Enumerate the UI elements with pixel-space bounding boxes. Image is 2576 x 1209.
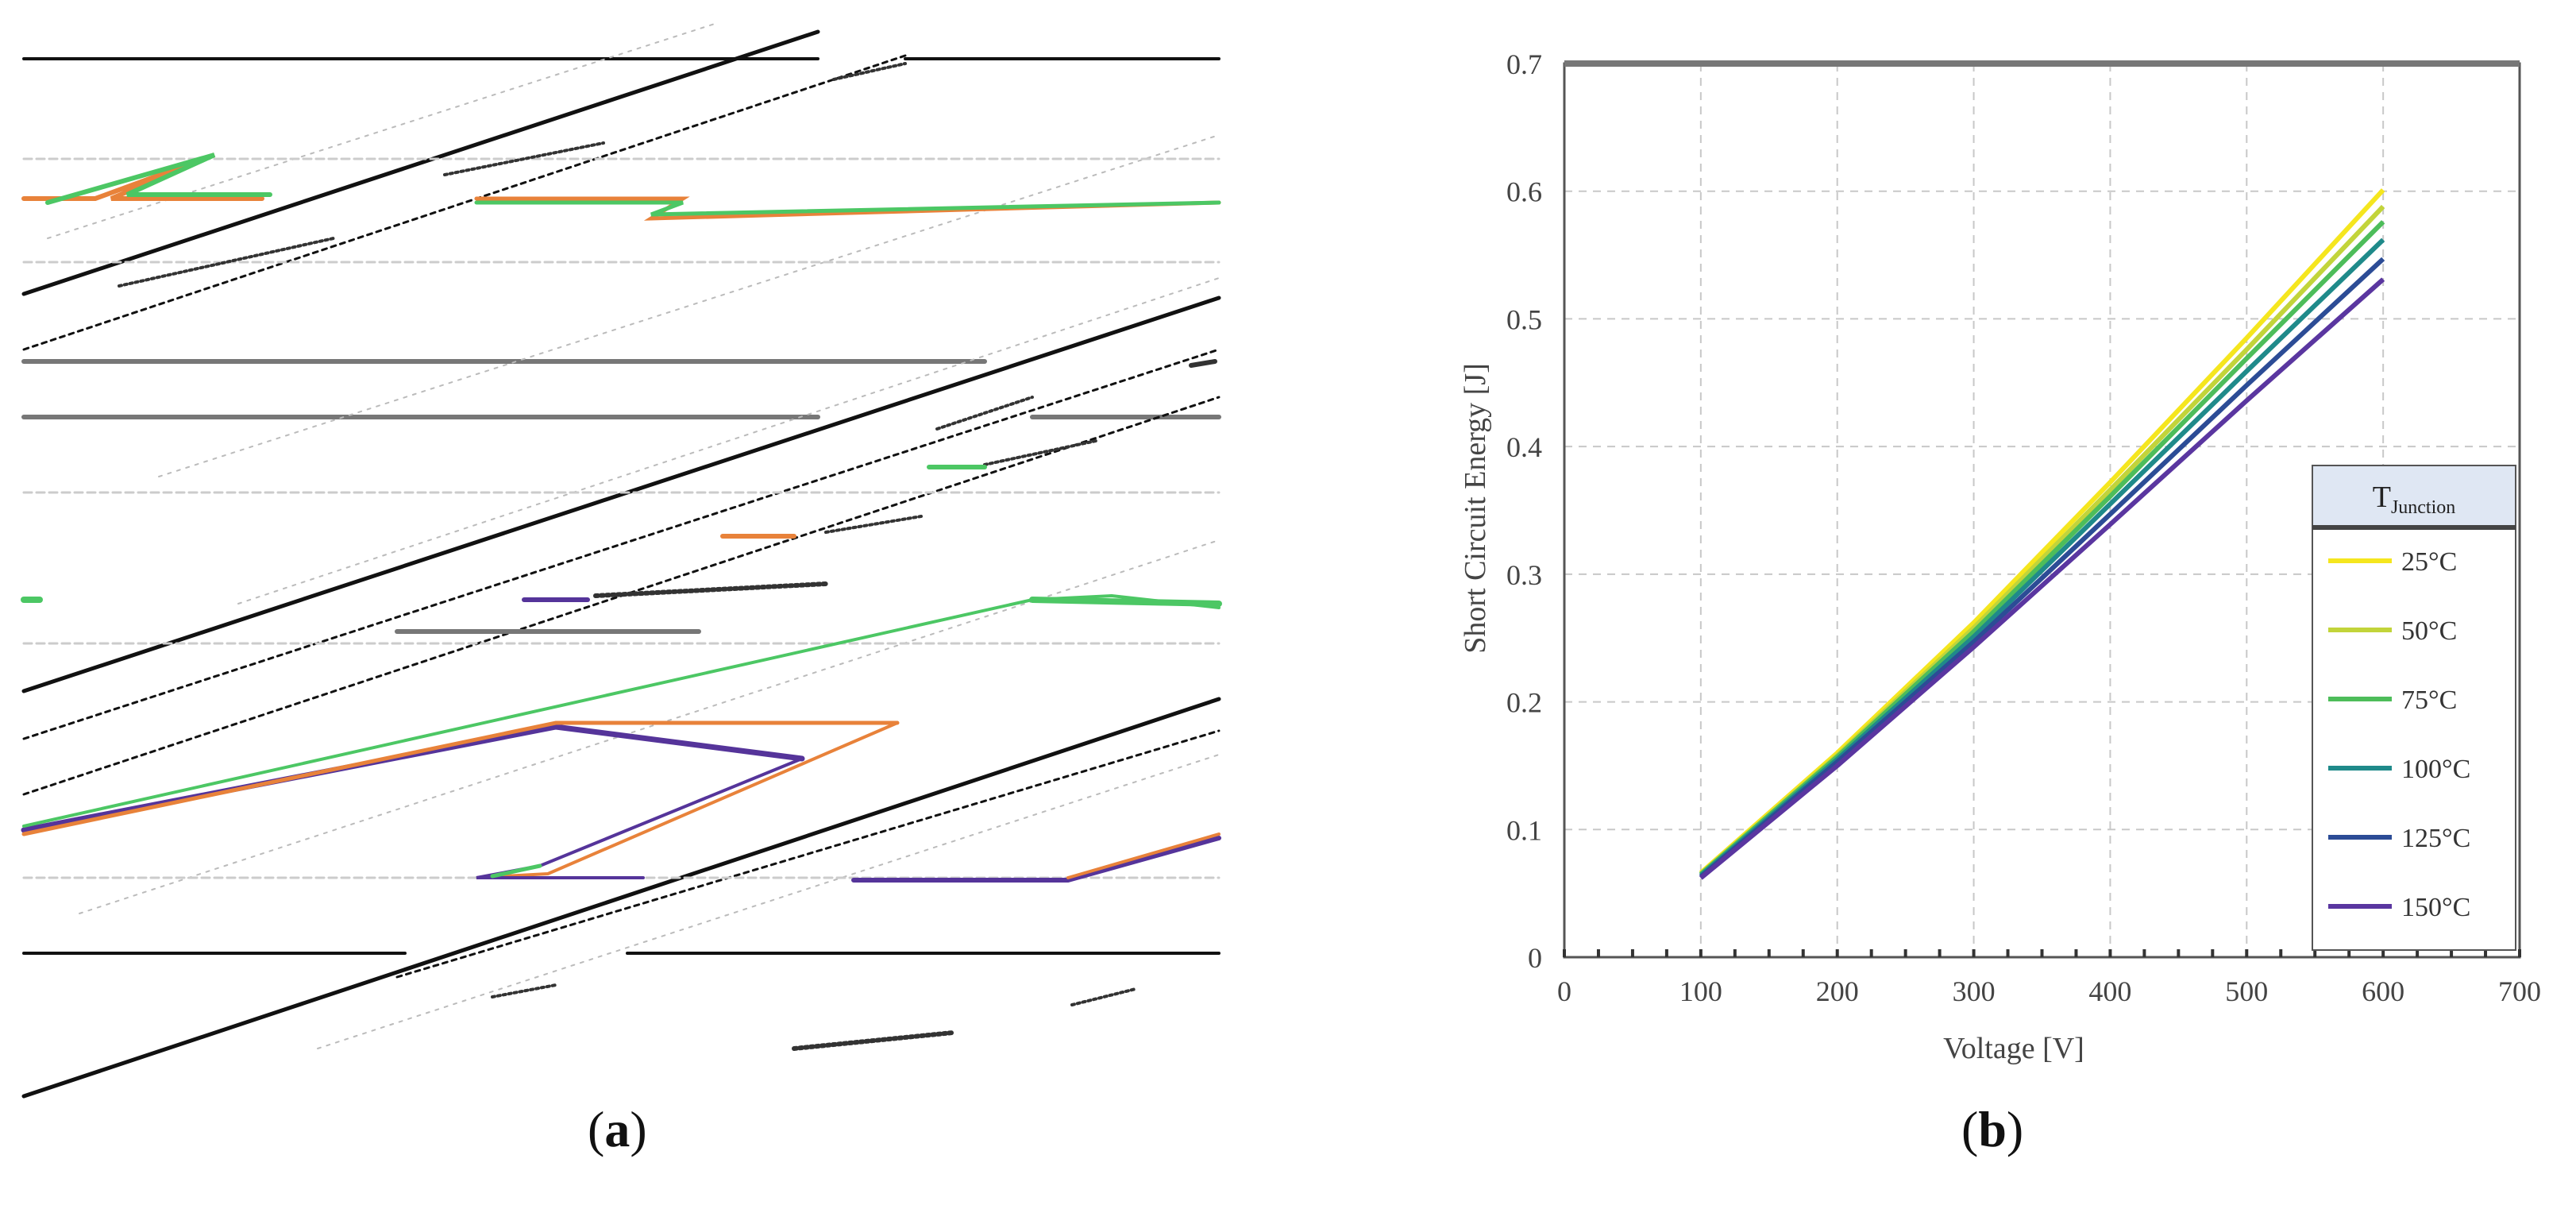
x-tick-label: 500 <box>2225 975 2268 1007</box>
panel-b-label: (b) <box>1961 1101 2024 1157</box>
panel-a-chart <box>21 23 1222 1099</box>
y-tick-label: 0.6 <box>1506 176 1542 208</box>
legend-label: 125°C <box>2401 824 2470 853</box>
x-tick-label: 600 <box>2362 975 2404 1007</box>
legend-label: 75°C <box>2401 686 2457 715</box>
legend-label: 150°C <box>2401 893 2470 922</box>
y-tick-label: 0.1 <box>1506 814 1542 846</box>
legend-body <box>2312 527 2516 951</box>
x-tick-label: 100 <box>1679 975 1722 1007</box>
y-axis-label: Short Circuit Energy [J] <box>1459 363 1492 654</box>
series-lines <box>1699 188 2385 880</box>
series-line <box>1699 220 2385 876</box>
panel-a-artifacts <box>21 23 1222 1099</box>
tick-labels: 0 100 200 300 400 500 600 700 0 0.1 0.2 0.3 0.4 0.5 0.… <box>1506 48 2541 1007</box>
grid <box>1564 64 2520 957</box>
legend-label: 50°C <box>2401 616 2457 646</box>
y-tick-label: 0.2 <box>1506 687 1542 719</box>
x-axis-label: Voltage [V] <box>1943 1032 2084 1065</box>
y-tick-label: 0.5 <box>1506 303 1542 335</box>
y-tick-label: 0 <box>1528 942 1542 974</box>
legend-label: 100°C <box>2401 755 2470 784</box>
series-line <box>1699 277 2385 880</box>
series-line <box>1699 257 2385 879</box>
x-tick-label: 300 <box>1953 975 1996 1007</box>
x-tick-label: 200 <box>1816 975 1859 1007</box>
x-tick-label: 0 <box>1557 975 1571 1007</box>
legend-label: 25°C <box>2401 547 2457 577</box>
x-tick-label: 700 <box>2498 975 2541 1007</box>
y-tick-label: 0.4 <box>1506 431 1542 463</box>
panel-b-chart: 0 100 200 300 400 500 600 700 0 0.1 0.2 0.3 0.4 0.5 0.… <box>1459 48 2541 1065</box>
y-tick-label: 0.7 <box>1506 48 1542 80</box>
panel-a-label: (a) <box>588 1101 647 1157</box>
series-line <box>1699 204 2385 876</box>
series-line <box>1699 188 2385 875</box>
x-tick-label: 400 <box>2088 975 2131 1007</box>
y-tick-label: 0.3 <box>1506 559 1542 591</box>
legend-header <box>2312 465 2516 528</box>
